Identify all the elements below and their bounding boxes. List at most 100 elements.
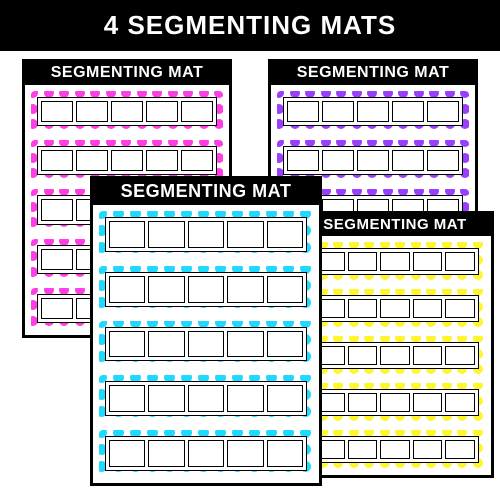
- mat-row-wrap: [99, 321, 313, 368]
- segment-row: [37, 97, 217, 126]
- segment-cell: [267, 385, 303, 412]
- mat-row-wrap: [99, 266, 313, 313]
- segment-cell: [76, 150, 108, 171]
- segment-cell: [267, 440, 303, 467]
- segment-cell: [109, 440, 145, 467]
- segment-cell: [188, 276, 224, 303]
- mat-header: SEGMENTING MAT: [93, 179, 319, 205]
- segment-cell: [146, 150, 178, 171]
- segment-cell: [445, 299, 475, 318]
- segment-row: [311, 248, 479, 275]
- segment-cell: [392, 150, 424, 171]
- segment-cell: [380, 252, 410, 271]
- segment-cell: [348, 440, 378, 459]
- segment-cell: [413, 393, 443, 412]
- segment-cell: [181, 101, 213, 122]
- mat-row-wrap: [305, 383, 485, 422]
- segment-row: [311, 342, 479, 369]
- segment-cell: [392, 101, 424, 122]
- mat-header: SEGMENTING MAT: [25, 62, 229, 85]
- segment-cell: [111, 101, 143, 122]
- segment-cell: [109, 276, 145, 303]
- segment-cell: [41, 298, 73, 319]
- segment-row: [283, 97, 463, 126]
- segment-cell: [357, 150, 389, 171]
- mat-row-wrap: [305, 289, 485, 328]
- segment-cell: [380, 440, 410, 459]
- segment-cell: [41, 150, 73, 171]
- mat-header: SEGMENTING MAT: [299, 214, 491, 236]
- segment-cell: [148, 221, 184, 248]
- segment-cell: [76, 101, 108, 122]
- mat-row-wrap: [305, 336, 485, 375]
- segment-row: [37, 146, 217, 175]
- segment-cell: [41, 199, 73, 220]
- mats-canvas: SEGMENTING MAT SEGMENTING MAT SEGMENTING M…: [0, 51, 500, 499]
- segment-cell: [287, 150, 319, 171]
- segment-cell: [445, 440, 475, 459]
- segment-cell: [427, 150, 459, 171]
- page-title: 4 SEGMENTING MATS: [0, 0, 500, 51]
- mat-row-wrap: [305, 430, 485, 469]
- segment-cell: [413, 346, 443, 365]
- segment-cell: [445, 252, 475, 271]
- segment-cell: [148, 276, 184, 303]
- segment-cell: [148, 440, 184, 467]
- segment-cell: [380, 346, 410, 365]
- segment-row: [105, 217, 307, 252]
- segment-cell: [348, 346, 378, 365]
- segmenting-mat-cyan: SEGMENTING MAT: [90, 176, 322, 486]
- segment-row: [105, 436, 307, 471]
- segment-cell: [322, 101, 354, 122]
- segment-cell: [227, 221, 263, 248]
- segment-cell: [227, 331, 263, 358]
- segment-row: [105, 272, 307, 307]
- segmenting-mat-yellow: SEGMENTING MAT: [296, 211, 494, 478]
- segment-cell: [111, 150, 143, 171]
- segment-cell: [380, 393, 410, 412]
- segment-cell: [445, 346, 475, 365]
- segment-cell: [287, 101, 319, 122]
- segment-cell: [109, 221, 145, 248]
- segment-cell: [181, 150, 213, 171]
- segment-cell: [148, 331, 184, 358]
- segment-cell: [227, 385, 263, 412]
- segment-cell: [188, 331, 224, 358]
- segment-cell: [188, 385, 224, 412]
- segment-cell: [227, 440, 263, 467]
- segment-cell: [267, 221, 303, 248]
- segment-cell: [41, 101, 73, 122]
- segment-cell: [357, 101, 389, 122]
- segment-cell: [413, 252, 443, 271]
- segment-row: [105, 327, 307, 362]
- segment-cell: [413, 299, 443, 318]
- segment-cell: [348, 252, 378, 271]
- mat-row-wrap: [305, 242, 485, 281]
- segment-cell: [146, 101, 178, 122]
- segment-row: [283, 146, 463, 175]
- mat-body: [299, 236, 491, 475]
- segment-cell: [322, 150, 354, 171]
- segment-cell: [109, 385, 145, 412]
- segment-cell: [109, 331, 145, 358]
- segment-row: [311, 295, 479, 322]
- segment-cell: [348, 299, 378, 318]
- segment-cell: [188, 221, 224, 248]
- segment-cell: [427, 101, 459, 122]
- mat-row-wrap: [99, 430, 313, 477]
- segment-row: [105, 381, 307, 416]
- segment-row: [311, 436, 479, 463]
- mat-header: SEGMENTING MAT: [271, 62, 475, 85]
- segment-cell: [380, 299, 410, 318]
- segment-cell: [188, 440, 224, 467]
- segment-cell: [267, 276, 303, 303]
- segment-cell: [348, 393, 378, 412]
- segment-cell: [413, 440, 443, 459]
- segment-cell: [267, 331, 303, 358]
- mat-row-wrap: [277, 91, 469, 132]
- mat-row-wrap: [99, 375, 313, 422]
- segment-cell: [41, 249, 73, 270]
- segment-cell: [445, 393, 475, 412]
- mat-row-wrap: [99, 211, 313, 258]
- mat-body: [93, 205, 319, 483]
